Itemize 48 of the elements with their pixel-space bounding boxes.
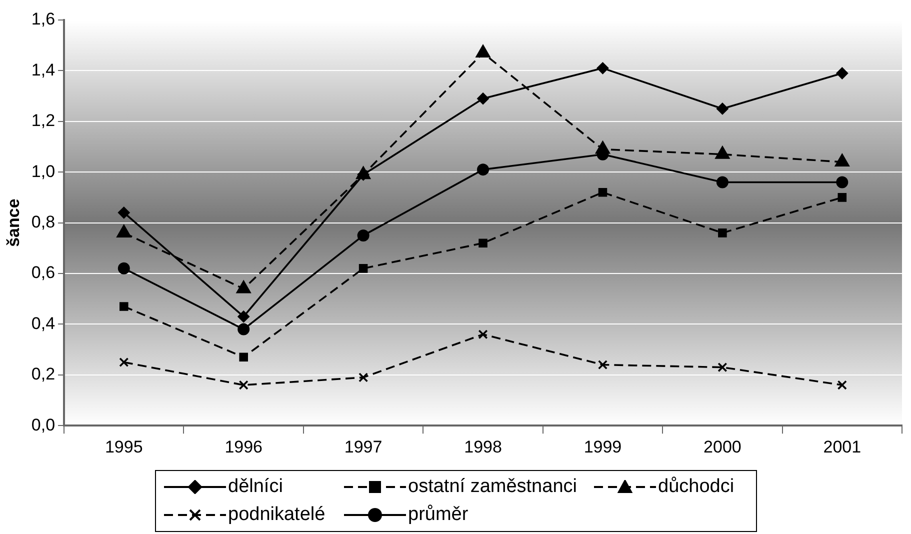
legend-label: ostatní zaměstnanci <box>408 476 577 498</box>
x-tick-label: 1999 <box>584 437 622 456</box>
point <box>358 264 368 273</box>
y-tick-label: 0,4 <box>31 314 56 333</box>
y-tick-label: 0,0 <box>31 415 56 434</box>
point <box>238 323 250 336</box>
point <box>239 352 248 362</box>
point <box>478 330 488 340</box>
y-tick-label: 1,0 <box>31 162 56 181</box>
point <box>718 362 728 372</box>
x-tick-label: 1997 <box>344 437 382 456</box>
point <box>119 357 129 368</box>
legend-label: dělníci <box>228 476 283 498</box>
x-tick-label: 1996 <box>224 437 263 456</box>
point <box>120 302 128 311</box>
x-tick-label: 1998 <box>464 437 502 456</box>
point <box>598 360 608 370</box>
point <box>238 380 248 390</box>
y-tick-label: 0,2 <box>31 364 56 384</box>
point <box>716 102 728 115</box>
y-tick-label: 0,8 <box>31 212 56 232</box>
legend-label: důchodci <box>658 476 734 498</box>
y-tick-label: 1,2 <box>31 111 56 130</box>
point <box>716 176 728 188</box>
legend-label: podnikatelé <box>228 504 326 526</box>
point <box>358 372 368 382</box>
y-axis-title: šance <box>4 198 23 247</box>
point <box>357 229 370 242</box>
point <box>118 262 130 274</box>
x-tick-label: 2001 <box>823 437 862 456</box>
point <box>837 380 847 390</box>
point <box>838 193 847 202</box>
point <box>598 188 608 197</box>
point <box>477 92 490 105</box>
point <box>477 164 490 176</box>
x-tick-label: 1995 <box>104 437 143 456</box>
point <box>836 67 848 80</box>
x-tick-label: 2000 <box>704 437 742 456</box>
point <box>718 228 727 238</box>
y-tick-label: 0,6 <box>31 263 56 282</box>
y-tick-label: 1,4 <box>31 60 56 80</box>
point <box>238 310 250 323</box>
point <box>118 206 130 219</box>
point <box>478 238 488 248</box>
point <box>596 62 609 74</box>
legend-label: průměr <box>408 504 468 526</box>
point <box>836 176 848 188</box>
y-tick-label: 1,6 <box>31 10 56 29</box>
